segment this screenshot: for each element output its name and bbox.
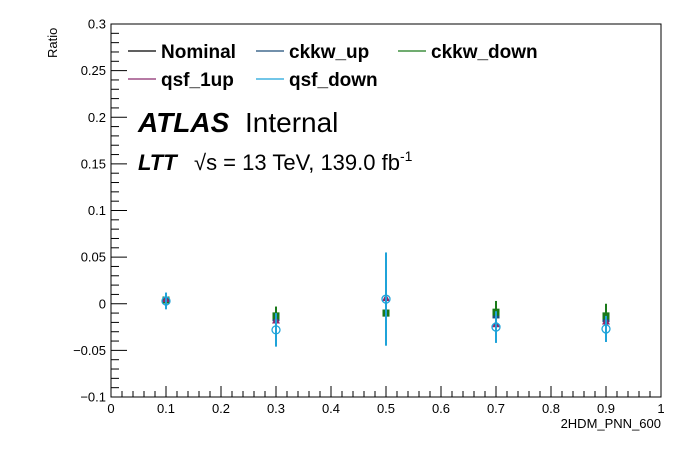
region-text: LTT xyxy=(138,150,178,175)
data-points xyxy=(161,252,611,347)
x-tick-label: 0.2 xyxy=(212,401,230,416)
data-point xyxy=(601,324,611,334)
x-tick-label: 0.3 xyxy=(267,401,285,416)
data-point xyxy=(381,294,391,304)
y-tick-label: 0.25 xyxy=(81,63,106,78)
x-tick-label: 0.8 xyxy=(542,401,560,416)
x-tick-label: 0.4 xyxy=(322,401,340,416)
x-axis-label: 2HDM_PNN_600 xyxy=(561,416,661,431)
x-tick-label: 0 xyxy=(107,401,114,416)
y-tick-label: 0.05 xyxy=(81,250,106,265)
lumi-exponent: -1 xyxy=(400,148,413,164)
y-tick-label: 0.15 xyxy=(81,156,106,171)
legend-label: ckkw_down xyxy=(431,42,538,63)
x-tick-label: 1 xyxy=(657,401,664,416)
data-point xyxy=(161,296,171,306)
x-tick-label: 0.5 xyxy=(377,401,395,416)
y-axis: −0.1 −0.05 0 0.05 0.1 0.15 0.2 0.25 0.3 xyxy=(73,17,127,405)
atlas-label: ATLAS Internal xyxy=(137,107,338,138)
x-tick-label: 0.1 xyxy=(157,401,175,416)
legend-label: qsf_1up xyxy=(161,70,234,91)
data-point xyxy=(491,322,501,332)
y-tick-label: 0.2 xyxy=(88,110,106,125)
y-tick-label: 0.3 xyxy=(88,17,106,32)
x-tick-label: 0.7 xyxy=(487,401,505,416)
x-tick-label: 0.9 xyxy=(597,401,615,416)
y-tick-label: 0 xyxy=(99,296,106,311)
x-axis: 0 0.1 0.2 0.3 0.4 0.5 0.6 0.7 0.8 0.9 1 xyxy=(107,386,665,416)
legend-label: Nominal xyxy=(161,42,236,63)
legend-label: qsf_down xyxy=(289,70,378,91)
x-tick-label: 0.6 xyxy=(432,401,450,416)
y-tick-label: −0.1 xyxy=(80,390,106,405)
y-tick-label: −0.05 xyxy=(73,343,106,358)
legend-label: ckkw_up xyxy=(289,42,369,63)
energy-label: LTT √s = 13 TeV, 139.0 fb-1 xyxy=(138,148,413,175)
atlas-text: ATLAS xyxy=(137,107,230,138)
y-tick-label: 0.1 xyxy=(88,203,106,218)
legend: Nominal ckkw_up ckkw_down qsf_1up qsf_down xyxy=(128,42,538,91)
y-axis-label: Ratio xyxy=(45,28,60,58)
internal-text: Internal xyxy=(245,107,338,138)
data-point xyxy=(271,325,281,335)
sqrt-s-text: √s = 13 TeV, 139.0 fb-1 xyxy=(194,148,413,175)
